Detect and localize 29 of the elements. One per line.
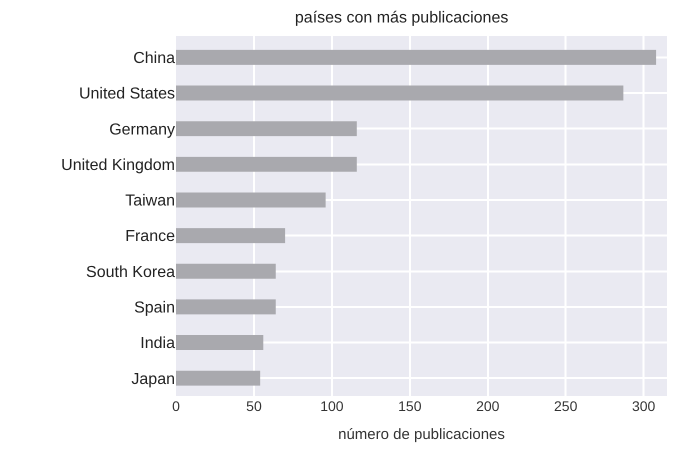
y-tick-label: Japan bbox=[131, 370, 175, 388]
x-tick-label: 250 bbox=[554, 398, 578, 414]
x-tick-label: 0 bbox=[172, 398, 180, 414]
x-tick-label: 300 bbox=[632, 398, 656, 414]
bar bbox=[176, 50, 656, 65]
bar bbox=[176, 121, 357, 136]
bar bbox=[176, 192, 326, 208]
y-tick-label: India bbox=[140, 335, 176, 352]
bar bbox=[176, 156, 357, 172]
bar bbox=[176, 264, 276, 279]
bar bbox=[176, 86, 624, 101]
y-tick-label: Germany bbox=[109, 121, 175, 138]
bar bbox=[176, 370, 260, 386]
y-tick-label: Taiwan bbox=[125, 192, 175, 210]
y-tick-label: China bbox=[133, 50, 176, 67]
chart-title: países con más publicaciones bbox=[294, 10, 508, 27]
y-tick-label: United Kingdom bbox=[61, 156, 175, 174]
y-tick-label: France bbox=[125, 228, 176, 246]
y-tick-label: Spain bbox=[134, 299, 175, 316]
x-tick-label: 100 bbox=[320, 398, 344, 414]
x-tick-label: 50 bbox=[246, 398, 262, 414]
bar bbox=[176, 299, 276, 314]
x-tick-label: 150 bbox=[398, 398, 422, 414]
y-tick-label: United States bbox=[78, 86, 175, 103]
x-tick-label: 200 bbox=[476, 398, 500, 414]
bar bbox=[176, 335, 264, 350]
x-axis-title: número de publicaciones bbox=[338, 426, 505, 443]
y-tick-label: South Korea bbox=[86, 264, 176, 281]
bar bbox=[176, 228, 286, 244]
